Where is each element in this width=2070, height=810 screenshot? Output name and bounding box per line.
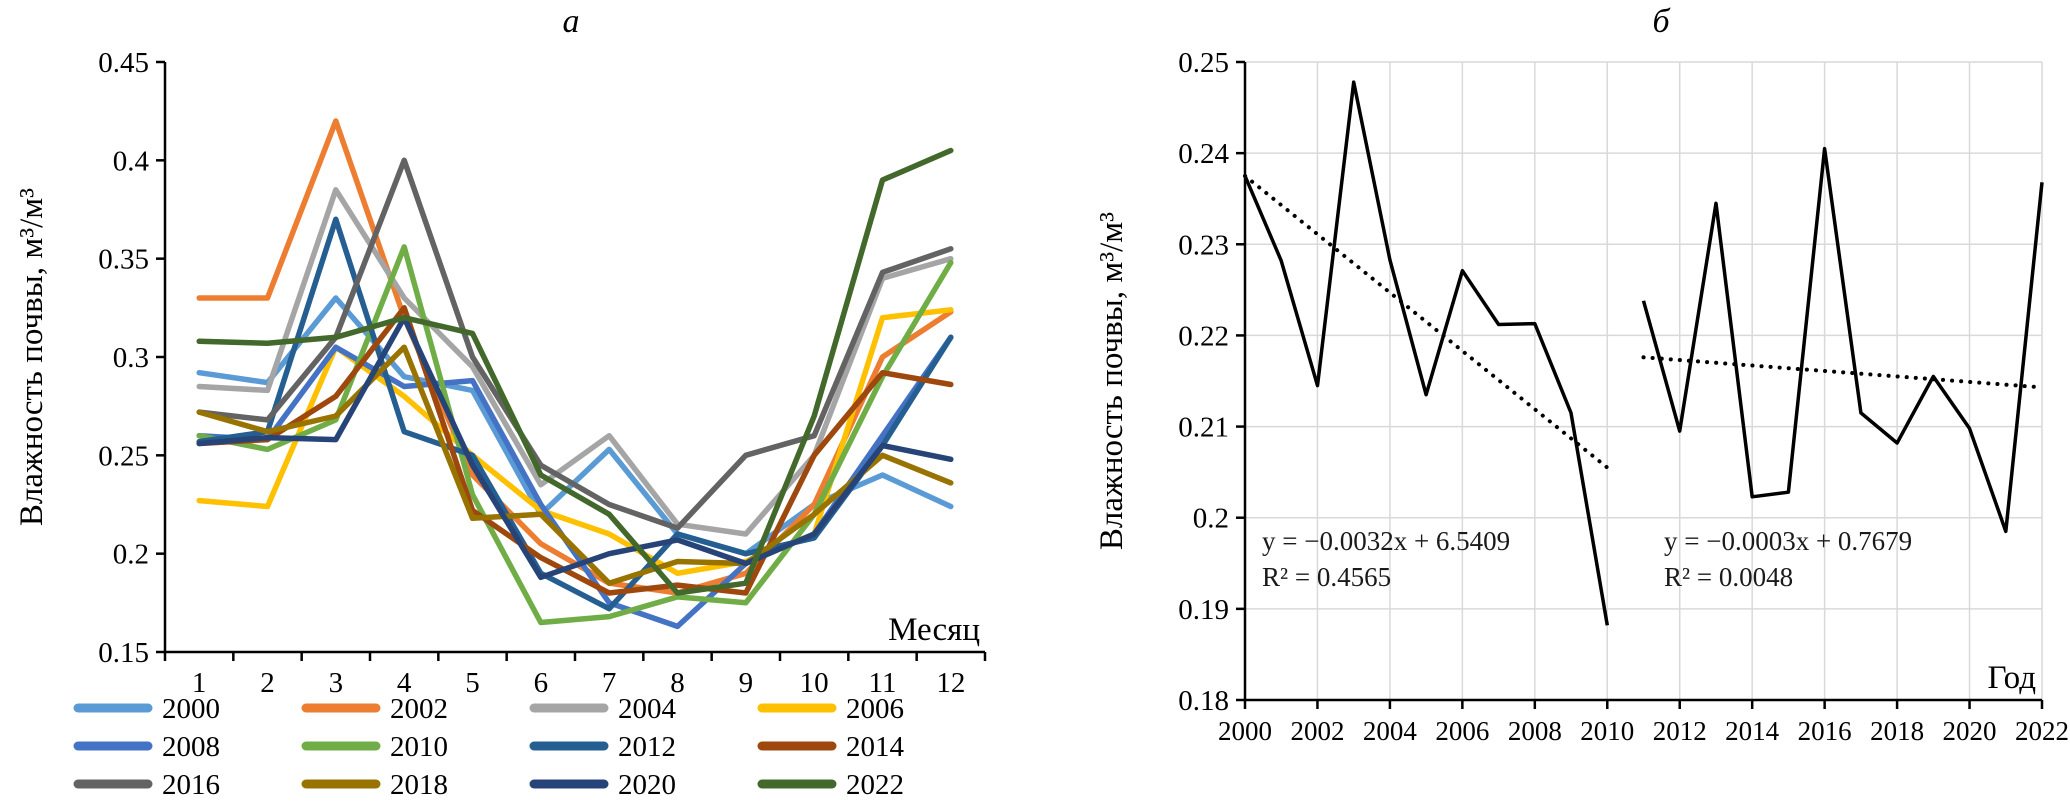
figure-a-title: а	[563, 3, 580, 40]
x-tick-label: 10	[800, 667, 829, 699]
figure-b-plot: 0.18 0.19 0.2 0.21 0.22 0.23 0.24 0.25 2000 2002 2…	[1178, 47, 2069, 746]
figure-a-y-axis-label: Влажность почвы, м³/м³	[14, 188, 50, 526]
y-tick-label: 0.18	[1178, 685, 1229, 717]
x-tick-label: 7	[602, 667, 617, 699]
legend-label-2022: 2022	[846, 769, 904, 801]
series-line-2004	[196, 187, 954, 537]
trendline1-equation: y = −0.0032x + 6.5409	[1262, 526, 1510, 556]
x-tick-label: 11	[869, 667, 897, 699]
series-line-2022	[196, 147, 954, 596]
x-tick-label: 2008	[1508, 716, 1562, 746]
figure-a-legend: 2000 2002 2004 2006 2008 2010 2012 2014 2016 2018…	[73, 693, 905, 801]
x-tick-label: 9	[739, 667, 754, 699]
y-tick-label: 0.45	[98, 47, 149, 79]
x-tick-label: 2020	[1943, 716, 1997, 746]
x-tick-label: 2022	[2015, 716, 2069, 746]
y-tick-label: 0.2	[113, 539, 149, 571]
y-tick-label: 0.21	[1178, 412, 1229, 444]
legend-label-2008: 2008	[162, 731, 220, 763]
x-tick-label: 12	[936, 667, 965, 699]
trendline1-r-squared: R² = 0.4565	[1262, 562, 1391, 592]
figure-b-x-axis-label: Год	[1987, 660, 2036, 696]
legend-label-2000: 2000	[162, 693, 220, 725]
y-tick-label: 0.25	[98, 440, 149, 472]
figure-a-x-axis-label: Месяц	[888, 612, 980, 648]
x-tick-label: 4	[397, 667, 412, 699]
x-tick-label: 3	[329, 667, 344, 699]
y-tick-label: 0.2	[1193, 503, 1229, 535]
y-tick-label: 0.24	[1178, 138, 1229, 170]
trendline-2	[1641, 355, 2044, 390]
series-line-2010	[196, 244, 954, 626]
y-tick-label: 0.3	[113, 342, 149, 374]
series-line-2000-2010	[1243, 80, 1610, 626]
y-tick-label: 0.4	[113, 145, 150, 177]
legend-label-2004: 2004	[618, 693, 677, 725]
legend-label-2016: 2016	[162, 769, 220, 801]
y-tick-label: 0.35	[98, 244, 149, 276]
series-line-2018	[196, 344, 954, 586]
series-line-2014	[196, 305, 954, 596]
y-tick-label: 0.23	[1178, 229, 1229, 261]
y-tick-label: 0.25	[1178, 47, 1229, 79]
x-tick-label: 2000	[1218, 716, 1272, 746]
figure-b-y-axis-label: Влажность почвы, м³/м³	[1094, 212, 1130, 550]
x-tick-label: 5	[465, 667, 480, 699]
legend-label-2012: 2012	[618, 731, 676, 763]
series-line-2016	[196, 157, 954, 531]
series-line-2020	[196, 314, 954, 581]
x-tick-label: 6	[534, 667, 549, 699]
legend-label-2010: 2010	[390, 731, 448, 763]
x-tick-label: 2012	[1653, 716, 1707, 746]
legend-label-2006: 2006	[846, 693, 904, 725]
trendline2-r-squared: R² = 0.0048	[1664, 562, 1793, 592]
x-tick-label: 8	[670, 667, 685, 699]
x-tick-label: 2004	[1363, 716, 1418, 746]
x-tick-label: 2018	[1870, 716, 1924, 746]
y-tick-label: 0.22	[1178, 320, 1229, 352]
legend-label-2002: 2002	[390, 693, 448, 725]
figure-b-title: б	[1652, 3, 1671, 40]
legend-label-2020: 2020	[618, 769, 676, 801]
x-tick-label: 1	[192, 667, 207, 699]
y-tick-label: 0.19	[1178, 594, 1229, 626]
legend-label-2018: 2018	[390, 769, 448, 801]
figure-a-plot: 0.150.20.250.30.350.40.451 2 3 4 5 6 7 8 9 10 11 12	[98, 47, 987, 699]
y-tick-label: 0.15	[98, 637, 149, 669]
series-line-2011-2022	[1641, 146, 2044, 534]
series-line-2006	[196, 307, 954, 577]
x-tick-label: 2010	[1580, 716, 1634, 746]
x-tick-label: 2014	[1725, 716, 1780, 746]
trendline2-equation: y = −0.0003x + 0.7679	[1664, 526, 1912, 556]
x-tick-label: 2006	[1435, 716, 1489, 746]
x-tick-label: 2002	[1290, 716, 1344, 746]
x-tick-label: 2	[260, 667, 275, 699]
x-tick-label: 2016	[1798, 716, 1852, 746]
legend-label-2014: 2014	[846, 731, 905, 763]
